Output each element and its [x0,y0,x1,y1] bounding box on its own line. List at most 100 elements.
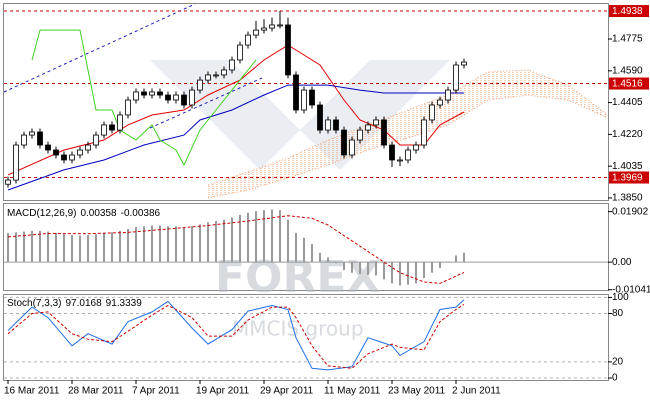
candle-body [213,74,219,77]
candle-body [61,154,67,161]
y-tick-label: 1.4405 [612,97,643,108]
y-tick-label: -0.01041 [612,284,650,295]
x-tick-label: 23 May 2011 [388,386,446,397]
histogram-bar [95,234,97,263]
candle-body [453,64,459,91]
candle-body [277,24,283,27]
histogram-bar [263,210,265,263]
stoch-panel [3,294,609,381]
histogram-bar [375,262,377,276]
histogram-bar [247,212,249,263]
histogram-bar [63,234,65,263]
histogram-bar [415,262,417,284]
candle-body [405,149,411,161]
watermark-brand: FOREX [215,252,380,303]
histogram-bar [167,226,169,263]
candle-body [77,149,83,156]
candle-body [117,114,123,131]
histogram-bar [455,255,457,263]
candle-body [349,139,355,156]
stoch-signal-value: 91.3339 [106,298,143,309]
candle-body [253,29,259,36]
histogram-bar [223,219,225,263]
histogram-bar [15,232,17,263]
candle-body [69,154,75,161]
signal-value: -0.00386 [121,208,161,219]
level-label: 1.3969 [612,173,643,184]
histogram-bar [335,262,337,264]
histogram-bar [359,262,361,275]
candle-body [205,74,211,81]
histogram-bar [79,235,81,263]
macd-value: 0.00358 [80,208,117,219]
histogram-bar [55,232,57,263]
cloud-edge [207,69,609,186]
histogram-bar [127,228,129,263]
candle-body [429,104,435,121]
price-panel [3,3,609,201]
candle-body [445,89,451,101]
x-tick-label: 28 Mar 2011 [68,386,124,397]
histogram-bar [23,231,25,263]
histogram-bar [143,226,145,263]
candle-body [53,149,59,156]
level-label: 1.4516 [612,79,643,90]
histogram-bar [183,227,185,263]
candle-body [181,94,187,106]
histogram-bar [119,230,121,263]
histogram-bar [431,262,433,273]
stoch-legend: Stoch(7,3,3) 97.0168 91.3339 [7,298,142,309]
histogram-bar [287,219,289,263]
candle-body [325,119,331,131]
x-tick-label: 19 Apr 2011 [196,386,250,397]
macd-panel [3,203,609,291]
histogram-bar [111,232,113,263]
candle-body [269,24,275,29]
histogram-bar [319,252,321,263]
candle-body [109,124,115,131]
histogram-bar [47,231,49,263]
level-box [609,77,649,90]
candle-body [221,69,227,76]
histogram-bar [399,262,401,286]
histogram-bar [71,235,73,263]
y-tick-label: 1.4220 [612,129,643,140]
level-box [609,5,649,18]
indicator-line [7,299,465,371]
candle-body [157,91,163,96]
indicator-line [31,29,257,167]
histogram-bar [407,262,409,285]
candle-body [45,144,51,151]
candle-body [85,144,91,151]
candle-body [397,159,403,162]
candle-body [133,91,139,101]
histogram-bar [367,262,369,275]
candle-body [197,79,203,91]
histogram-bar [447,262,449,263]
x-tick-label: 7 Apr 2011 [132,386,180,397]
histogram-bar [279,210,281,263]
candle-body [101,124,107,136]
histogram-bar [343,262,345,271]
histogram-bar [239,214,241,263]
histogram-bar [31,230,33,263]
macd-legend: MACD(12,26,9) 0.00358 -0.00386 [7,208,161,219]
histogram-bar [199,224,201,263]
candle-body [125,99,131,116]
candle-body [229,59,235,71]
candle-body [93,134,99,146]
histogram-bar [311,244,313,263]
histogram-bar [103,232,105,263]
histogram-bar [7,232,9,263]
histogram-bar [383,262,385,280]
candle-body [29,131,35,136]
y-tick-label: 80 [612,308,624,319]
histogram-bar [87,235,89,263]
histogram-bar [439,262,441,268]
histogram-bar [295,232,297,263]
candle-body [37,131,43,146]
y-tick-label: 0 [612,373,618,384]
candle-body [285,24,291,76]
x-tick-label: 16 Mar 2011 [4,386,60,397]
candle-body [373,119,379,126]
